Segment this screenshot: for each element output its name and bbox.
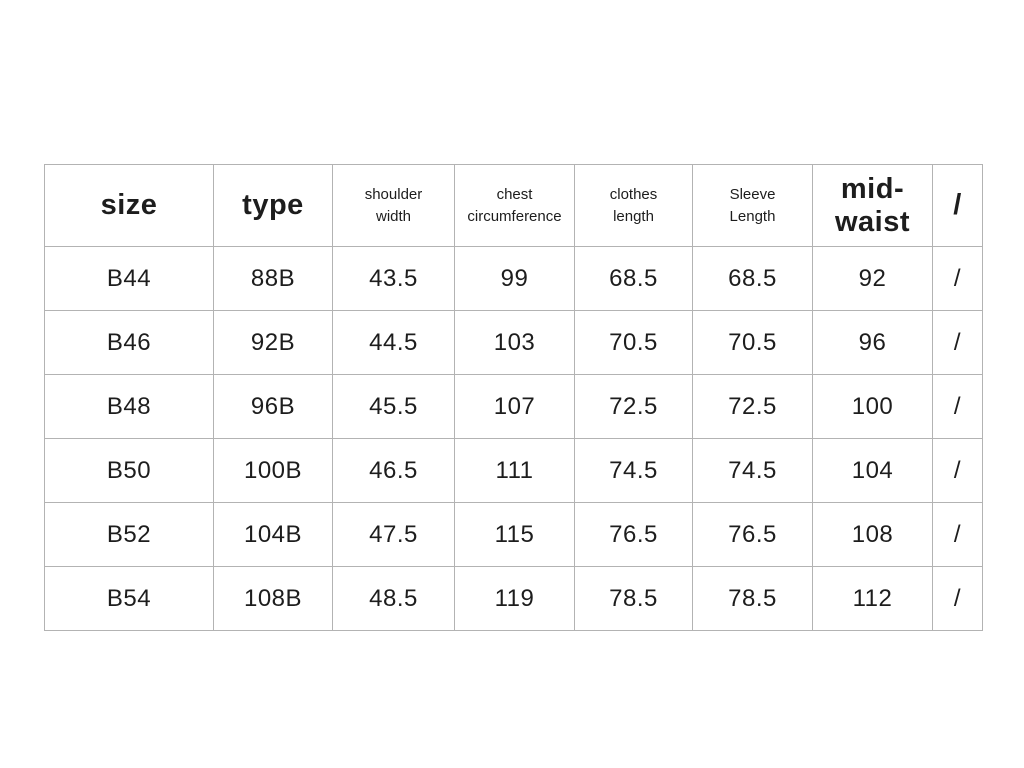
table-row: B48 96B 45.5 107 72.5 72.5 100 / <box>44 374 983 439</box>
cell-mid-waist: 92 <box>812 246 933 311</box>
cell-type: 100B <box>213 438 333 503</box>
cell-type: 104B <box>213 502 333 567</box>
cell-sleeve-length: 74.5 <box>692 438 813 503</box>
column-header-mid-waist: mid-waist <box>812 164 933 247</box>
column-header-chest-circumference: chest circumference <box>454 164 575 247</box>
cell-size: B54 <box>44 566 214 631</box>
cell-mid-waist: 100 <box>812 374 933 439</box>
cell-sleeve-length: 72.5 <box>692 374 813 439</box>
cell-shoulder-width: 46.5 <box>332 438 455 503</box>
cell-type: 108B <box>213 566 333 631</box>
cell-clothes-length: 76.5 <box>574 502 693 567</box>
cell-shoulder-width: 44.5 <box>332 310 455 375</box>
cell-mid-waist: 112 <box>812 566 933 631</box>
size-chart: size type shoulder width chest circumfer… <box>44 164 983 631</box>
cell-mid-waist: 104 <box>812 438 933 503</box>
cell-mid-waist: 96 <box>812 310 933 375</box>
column-header-shoulder-width: shoulder width <box>332 164 455 247</box>
cell-slash: / <box>932 566 983 631</box>
cell-sleeve-length: 78.5 <box>692 566 813 631</box>
cell-size: B52 <box>44 502 214 567</box>
cell-size: B44 <box>44 246 214 311</box>
cell-chest-circumference: 107 <box>454 374 575 439</box>
cell-clothes-length: 70.5 <box>574 310 693 375</box>
cell-shoulder-width: 48.5 <box>332 566 455 631</box>
cell-slash: / <box>932 246 983 311</box>
column-header-size: size <box>44 164 214 247</box>
cell-shoulder-width: 45.5 <box>332 374 455 439</box>
cell-type: 92B <box>213 310 333 375</box>
table-row: B50 100B 46.5 111 74.5 74.5 104 / <box>44 438 983 503</box>
cell-size: B50 <box>44 438 214 503</box>
cell-chest-circumference: 111 <box>454 438 575 503</box>
column-header-clothes-length: clothes length <box>574 164 693 247</box>
cell-type: 88B <box>213 246 333 311</box>
size-chart-table: size type shoulder width chest circumfer… <box>44 164 983 631</box>
cell-sleeve-length: 70.5 <box>692 310 813 375</box>
cell-sleeve-length: 68.5 <box>692 246 813 311</box>
cell-shoulder-width: 47.5 <box>332 502 455 567</box>
cell-chest-circumference: 119 <box>454 566 575 631</box>
column-header-slash: / <box>932 164 983 247</box>
cell-slash: / <box>932 502 983 567</box>
cell-chest-circumference: 103 <box>454 310 575 375</box>
cell-chest-circumference: 115 <box>454 502 575 567</box>
column-header-type: type <box>213 164 333 247</box>
table-row: B46 92B 44.5 103 70.5 70.5 96 / <box>44 310 983 375</box>
cell-clothes-length: 78.5 <box>574 566 693 631</box>
cell-type: 96B <box>213 374 333 439</box>
table-row: B54 108B 48.5 119 78.5 78.5 112 / <box>44 566 983 631</box>
cell-mid-waist: 108 <box>812 502 933 567</box>
cell-clothes-length: 74.5 <box>574 438 693 503</box>
cell-size: B48 <box>44 374 214 439</box>
table-row: B44 88B 43.5 99 68.5 68.5 92 / <box>44 246 983 311</box>
cell-clothes-length: 68.5 <box>574 246 693 311</box>
cell-shoulder-width: 43.5 <box>332 246 455 311</box>
header-row: size type shoulder width chest circumfer… <box>44 164 983 247</box>
column-header-sleeve-length: Sleeve Length <box>692 164 813 247</box>
cell-slash: / <box>932 374 983 439</box>
cell-sleeve-length: 76.5 <box>692 502 813 567</box>
cell-clothes-length: 72.5 <box>574 374 693 439</box>
cell-slash: / <box>932 438 983 503</box>
cell-slash: / <box>932 310 983 375</box>
cell-chest-circumference: 99 <box>454 246 575 311</box>
cell-size: B46 <box>44 310 214 375</box>
table-row: B52 104B 47.5 115 76.5 76.5 108 / <box>44 502 983 567</box>
